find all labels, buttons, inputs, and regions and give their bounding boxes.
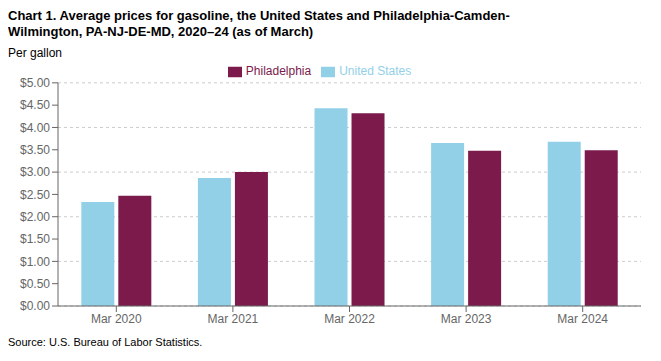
html-text:Philadelphia: Philadelphia	[245, 64, 312, 78]
svg-text:$5.00: $5.00	[20, 76, 50, 90]
html-text:Chart 1. Average prices for ga: Chart 1. Average prices for gasoline, th…	[8, 8, 510, 23]
svg-text:$1.50: $1.50	[20, 232, 50, 246]
svg-text:$0.00: $0.00	[20, 299, 50, 313]
svg-text:$2.00: $2.00	[20, 210, 50, 224]
html-text:Source: U.S. Bureau of Labor S: Source: U.S. Bureau of Labor Statistics.	[8, 336, 203, 348]
svg-text:Mar 2022: Mar 2022	[324, 312, 375, 326]
svg-text:$2.50: $2.50	[20, 188, 50, 202]
html-text:Wilmington, PA-NJ-DE-MD, 2020–: Wilmington, PA-NJ-DE-MD, 2020–24 (as of …	[8, 24, 314, 39]
html-text:United States: United States	[339, 64, 412, 78]
svg-text:$4.50: $4.50	[20, 98, 50, 112]
svg-text:$0.50: $0.50	[20, 277, 50, 291]
svg-text:Mar 2020: Mar 2020	[91, 312, 142, 326]
svg-text:Mar 2021: Mar 2021	[208, 312, 259, 326]
svg-text:Mar 2024: Mar 2024	[557, 312, 608, 326]
html-text:Per gallon: Per gallon	[8, 46, 62, 60]
svg-text:Mar 2023: Mar 2023	[441, 312, 492, 326]
svg-text:$4.00: $4.00	[20, 121, 50, 135]
svg-text:$3.00: $3.00	[20, 165, 50, 179]
svg-text:$3.50: $3.50	[20, 143, 50, 157]
svg-text:$1.00: $1.00	[20, 255, 50, 269]
